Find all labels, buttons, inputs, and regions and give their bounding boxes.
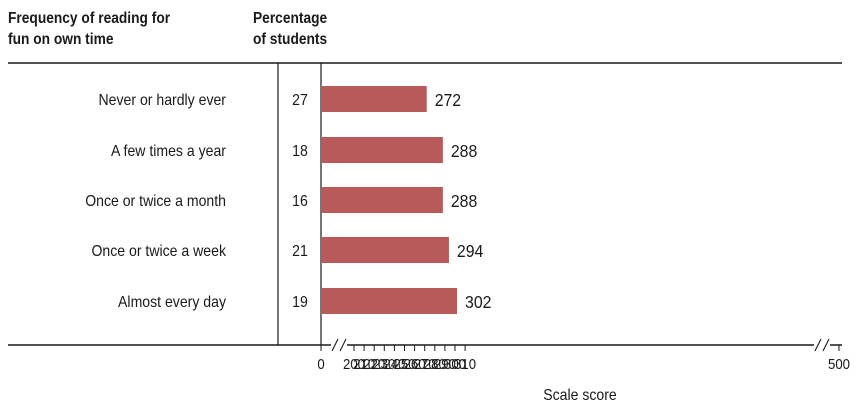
x-tick-label: 200	[343, 355, 365, 372]
x-tick-label: 280	[424, 355, 446, 372]
category-label: A few times a year	[111, 142, 226, 160]
value-label: 288	[451, 191, 477, 211]
value-label: 288	[451, 141, 477, 161]
x-tick-label: 240	[383, 355, 405, 372]
x-tick-label: 310	[454, 355, 476, 372]
x-tick-label: 230	[373, 355, 395, 372]
bar	[321, 137, 443, 163]
category-label: Almost every day	[118, 293, 226, 311]
percentage-label: 27	[292, 91, 308, 109]
axis-break-high-gap	[814, 342, 830, 348]
axis-break-low-slash	[339, 338, 347, 352]
percentage-label: 18	[292, 142, 308, 160]
category-label: Once or twice a month	[85, 192, 226, 210]
bar	[321, 86, 427, 112]
bar	[321, 288, 458, 314]
x-tick-label: 260	[404, 355, 426, 372]
percentage-label: 16	[292, 192, 308, 210]
category-label: Once or twice a week	[91, 242, 226, 260]
x-tick-label: 270	[414, 355, 436, 372]
bar	[321, 187, 443, 213]
category-header-line-2: fun on own time	[8, 31, 114, 48]
percentage-column-header: Percentage of students	[253, 8, 327, 50]
value-label: 294	[457, 241, 483, 261]
percentage-header-line-2: of students	[253, 31, 328, 48]
axis-break-high-slash	[814, 338, 822, 352]
bar	[321, 237, 449, 263]
x-tick-label: 0	[317, 355, 324, 372]
percentage-header-line-1: Percentage	[253, 10, 328, 27]
category-header-line-1: Frequency of reading for	[8, 10, 171, 27]
axis-break-low-gap	[331, 342, 347, 348]
x-tick-label: 210	[353, 355, 375, 372]
axis-break-low-slash	[331, 338, 339, 352]
value-label: 302	[465, 292, 491, 312]
category-label: Never or hardly ever	[99, 91, 226, 109]
x-tick-label: 220	[363, 355, 385, 372]
x-tick-label: 500	[828, 355, 850, 372]
value-label: 272	[435, 90, 461, 110]
category-column-header: Frequency of reading for fun on own time	[8, 8, 170, 50]
x-tick-label: 300	[444, 355, 466, 372]
axis-break-high-slash	[822, 338, 830, 352]
x-axis-label: Scale score	[543, 386, 617, 404]
x-tick-label: 250	[394, 355, 416, 372]
percentage-label: 19	[292, 293, 308, 311]
x-tick-label: 290	[434, 355, 456, 372]
percentage-label: 21	[292, 242, 308, 260]
